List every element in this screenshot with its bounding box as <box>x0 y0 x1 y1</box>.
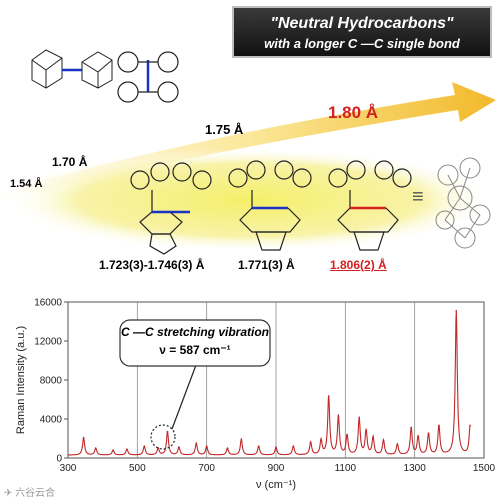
molecule-1-structure <box>130 162 212 255</box>
x-tick-label: 900 <box>268 463 285 474</box>
molecule-3-structure <box>328 160 412 251</box>
arrow-label-1: 1.54 Å <box>10 178 43 190</box>
y-tick-label: 12000 <box>34 337 62 348</box>
highlight-glow <box>5 148 495 252</box>
annotation-line2: ν = 587 cm⁻¹ <box>159 343 231 357</box>
y-tick-label: 16000 <box>34 298 62 309</box>
spectrum-peak <box>94 447 97 450</box>
x-tick-label: 1500 <box>473 463 496 474</box>
spectrum-peak <box>166 430 169 433</box>
annotation-line1: C —C stretching vibration <box>120 325 269 339</box>
y-axis-label: Raman Intensity (a.u.) <box>15 326 27 434</box>
x-tick-label: 1300 <box>404 463 427 474</box>
spectrum-peak <box>275 446 277 449</box>
spectrum-peak <box>417 435 419 438</box>
x-tick-label: 700 <box>198 463 215 474</box>
spectrum-peak <box>257 445 260 448</box>
spectrum-peak <box>382 439 385 442</box>
bond-length-3: 1.806(2) Å <box>330 258 387 272</box>
spectrum-line <box>68 310 471 456</box>
bond-length-1: 1.723(3)-1.746(3) Å <box>99 258 205 272</box>
spectrum-peak <box>195 442 198 445</box>
spectrum-peak <box>82 436 85 439</box>
headline-line1: "Neutral Hydrocarbons" <box>270 15 454 32</box>
spectrum-peak <box>469 425 471 427</box>
bond-length-2: 1.771(3) Å <box>238 258 295 272</box>
raman-chart: 300 500 700 900 1100 1300 1500 0 4000 8000 12000 16… <box>15 298 496 492</box>
spectrum-peak <box>410 426 413 429</box>
arrow-label-2: 1.70 Å <box>52 155 88 169</box>
y-tick-label: 0 <box>56 454 62 465</box>
spectrum-peak <box>320 439 322 442</box>
spectrum-peak <box>427 432 430 435</box>
molecule-2-structure <box>228 160 312 251</box>
annotation-callout <box>119 319 271 450</box>
spectrum-peak <box>126 448 128 451</box>
spectrum-peak <box>292 445 295 448</box>
adamantane-dimer-icon <box>31 49 113 89</box>
spectrum-peak <box>365 429 367 432</box>
spectrum-peak <box>112 449 114 452</box>
hexaphenylethane-icon <box>117 51 179 103</box>
spectrum-peak <box>178 446 180 449</box>
spectrum-peak <box>337 415 340 417</box>
spectrum-peak <box>438 425 440 427</box>
y-tick-label: 4000 <box>40 415 63 426</box>
spectrum-peak <box>358 417 361 419</box>
equivalence-sign: ≡ <box>412 186 424 208</box>
crystal-structure-image <box>435 157 491 249</box>
x-tick-label: 300 <box>60 463 77 474</box>
arrow-label-4: 1.80 Å <box>328 103 379 122</box>
spectrum-peak <box>309 441 312 444</box>
annotation-box <box>119 319 271 367</box>
spectrum-peak <box>455 309 458 312</box>
peak-highlight-circle <box>150 424 176 450</box>
spectrum-peak <box>226 447 229 450</box>
annotation-pointer <box>171 364 197 430</box>
x-axis-label: ν (cm⁻¹) <box>256 479 296 491</box>
spectrum-peak <box>372 436 374 439</box>
spectrum-peak <box>143 445 146 448</box>
headline-line2: with a longer C —C single bond <box>264 36 460 51</box>
y-tick-label: 8000 <box>40 376 63 387</box>
spectrum-peak <box>240 438 243 441</box>
spectrum-peak <box>396 443 399 446</box>
x-tick-label: 1100 <box>335 463 357 474</box>
watermark-text: ✈ 六谷云合 <box>4 488 56 499</box>
x-tick-label: 500 <box>129 463 146 474</box>
spectrum-peak <box>346 434 348 437</box>
headline-box: "Neutral Hydrocarbons" with a longer C —… <box>232 6 492 58</box>
arrow-label-3: 1.75 Å <box>205 122 244 137</box>
spectrum-peak <box>327 395 330 398</box>
spectrum-peak <box>205 445 208 448</box>
